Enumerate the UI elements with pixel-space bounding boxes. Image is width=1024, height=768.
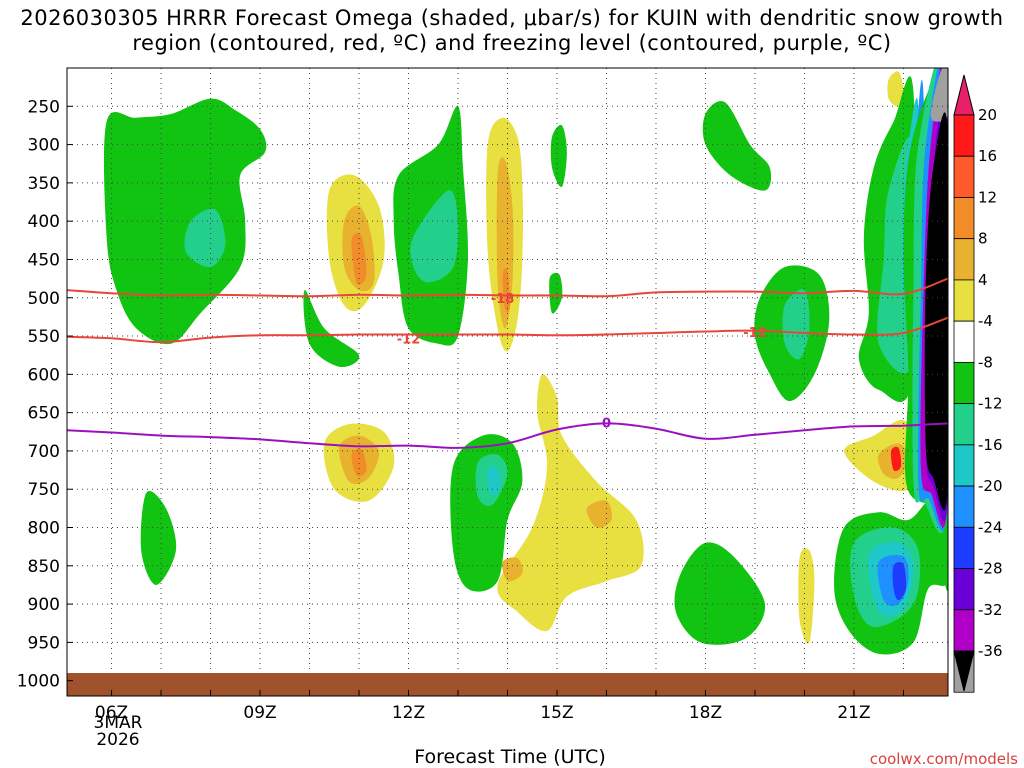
omega-region-47 [924, 112, 948, 511]
colorbar: 20 16 12 8 4 -4 -8 -12 -16 -20 -24 -28 -32 -36 [953, 74, 1003, 693]
y-tick-label-400: 400 [28, 212, 60, 232]
y-tick-label-350: 350 [28, 174, 60, 194]
colorbar-band-11 [953, 568, 975, 611]
colorbar-band-1 [953, 155, 975, 198]
colorbar-top-arrow [953, 74, 975, 116]
colorbar-label-8: -16 [978, 436, 1003, 454]
colorbar-band-8 [953, 444, 975, 487]
omega-region-26 [674, 542, 766, 645]
y-tick-label-550: 550 [28, 327, 60, 347]
colorbar-band-3 [953, 238, 975, 281]
x-tick-label-21Z: 21Z [837, 703, 870, 723]
omega-region-46 [930, 68, 948, 122]
omega-region-25 [782, 289, 810, 360]
colorbar-label-4: 4 [978, 271, 988, 289]
colorbar-band-7 [953, 403, 975, 446]
omega-region-1 [184, 208, 226, 268]
omega-region-20 [497, 374, 644, 632]
colorbar-band-12 [953, 609, 975, 652]
y-tick-label-1000: 1000 [17, 672, 60, 692]
omega-region-19 [487, 466, 501, 495]
colorbar-label-13: -36 [978, 642, 1003, 660]
omega-region-0 [103, 98, 267, 345]
x-tick-label-15Z: 15Z [540, 703, 573, 723]
omega-region-28 [887, 71, 904, 107]
dgz-minus18-line-label-0: -18 [491, 292, 515, 307]
ground-fill [67, 673, 948, 696]
freezing-level-line [67, 422, 948, 449]
omega-region-13 [549, 272, 563, 314]
colorbar-label-10: -24 [978, 518, 1003, 536]
dgz-minus18-line [67, 277, 948, 298]
x-tick-label-18Z: 18Z [689, 703, 722, 723]
colorbar-band-10 [953, 526, 975, 569]
omega-region-48 [942, 525, 948, 591]
y-axis: 250 300 350 400 450 500 550 600 650 700 750 800 850 9… [17, 97, 73, 692]
y-tick-label-250: 250 [28, 97, 60, 117]
colorbar-band-2 [953, 197, 975, 240]
freezing-level-line-label-0: 0 [602, 417, 611, 432]
colorbar-label-1: 16 [978, 147, 997, 165]
omega-region-21 [586, 500, 612, 528]
omega-region-36 [892, 561, 907, 601]
x-tick-label-12Z: 12Z [392, 703, 425, 723]
y-tick-label-900: 900 [28, 595, 60, 615]
colorbar-label-12: -32 [978, 601, 1003, 619]
dgz-minus12-line-label-1: -12 [743, 326, 767, 341]
y-tick-label-500: 500 [28, 289, 60, 309]
x-tick-label-09Z: 09Z [243, 703, 276, 723]
ground-layer [67, 673, 948, 696]
omega-region-27 [798, 548, 815, 644]
y-tick-label-700: 700 [28, 442, 60, 462]
omega-region-12 [550, 124, 567, 188]
omega-region-31 [890, 446, 902, 472]
colorbar-band-4 [953, 279, 975, 322]
colorbar-label-7: -12 [978, 395, 1003, 413]
colorbar-bottom-arrow [953, 650, 975, 692]
y-tick-label-650: 650 [28, 404, 60, 424]
y-tick-label-300: 300 [28, 136, 60, 156]
x-axis: 06Z 09Z 12Z 15Z 18Z 21Z [95, 690, 904, 723]
y-tick-label-450: 450 [28, 250, 60, 270]
omega-region-23 [702, 101, 772, 191]
colorbar-label-11: -28 [978, 560, 1003, 578]
start-date-year: 2026 [96, 730, 139, 750]
credit-link[interactable]: coolwx.com/models [870, 750, 1018, 768]
colorbar-label-6: -8 [978, 353, 993, 371]
x-axis-title: Forecast Time (UTC) [414, 746, 605, 768]
colorbar-label-0: 20 [978, 106, 997, 124]
omega-shaded-layer [103, 68, 948, 655]
colorbar-band-9 [953, 485, 975, 528]
omega-region-2 [140, 490, 177, 585]
dgz-minus12-line-label-0: -12 [397, 332, 421, 347]
colorbar-band-0 [953, 114, 975, 157]
start-date-day: 3MAR [94, 713, 143, 733]
y-tick-label-800: 800 [28, 519, 60, 539]
y-tick-label-600: 600 [28, 365, 60, 385]
omega-region-16 [351, 448, 367, 477]
y-tick-label-850: 850 [28, 557, 60, 577]
colorbar-label-5: -4 [978, 312, 993, 330]
chart-title: 2026030305 HRRR Forecast Omega (shaded, … [20, 6, 1004, 55]
colorbar-label-2: 12 [978, 188, 997, 206]
omega-region-10 [496, 157, 514, 329]
dgz-minus12-line [67, 316, 948, 344]
colorbar-label-9: -20 [978, 477, 1003, 495]
omega-region-11 [502, 268, 511, 312]
colorbar-band-6 [953, 361, 975, 405]
omega-region-3 [303, 289, 360, 368]
colorbar-band-5 [953, 320, 975, 363]
y-tick-label-750: 750 [28, 480, 60, 500]
contour-layer [67, 277, 948, 449]
x-tick-label-06Z: 06Z [95, 703, 128, 723]
y-tick-label-950: 950 [28, 633, 60, 653]
colorbar-label-3: 8 [978, 230, 988, 248]
